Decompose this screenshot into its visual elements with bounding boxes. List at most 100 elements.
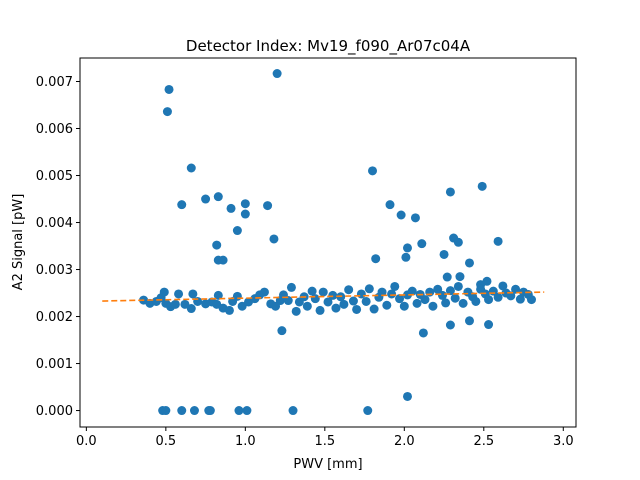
data-point (212, 240, 222, 250)
data-point (331, 303, 341, 313)
data-point (368, 166, 378, 176)
data-point (177, 200, 187, 210)
x-tick-label: 2.0 (394, 434, 415, 449)
data-point (277, 326, 287, 336)
data-point (348, 296, 358, 306)
data-point (420, 295, 430, 305)
x-tick-label: 3.0 (553, 434, 574, 449)
data-point (482, 276, 492, 286)
data-point (484, 295, 494, 305)
data-point (201, 194, 211, 204)
data-point (170, 299, 180, 309)
data-point (213, 290, 223, 300)
data-point (205, 406, 215, 416)
data-point (396, 210, 406, 220)
data-point (412, 298, 422, 308)
data-point (286, 282, 296, 292)
data-point (291, 306, 301, 316)
data-point (263, 201, 273, 211)
y-tick-label: 0.004 (36, 216, 73, 231)
data-point (224, 305, 234, 315)
data-point (402, 243, 412, 253)
data-point (385, 200, 395, 210)
data-point (177, 406, 187, 416)
data-point (180, 299, 190, 309)
data-point (464, 258, 474, 268)
data-point (161, 406, 171, 416)
data-point (515, 294, 525, 304)
y-tick-label: 0.005 (36, 169, 73, 184)
data-point (283, 296, 293, 306)
y-tick-label: 0.002 (36, 310, 73, 325)
data-point (441, 298, 451, 308)
data-point (458, 298, 468, 308)
data-point (442, 272, 452, 282)
data-point (328, 290, 338, 300)
data-point (453, 237, 463, 247)
data-point (498, 281, 508, 291)
x-tick-label: 0.0 (76, 434, 97, 449)
data-point (387, 289, 397, 299)
y-tick-label: 0.003 (36, 263, 73, 278)
y-tick-label: 0.000 (36, 404, 73, 419)
data-point (188, 289, 198, 299)
data-point (240, 199, 250, 209)
data-point (364, 284, 374, 294)
data-point (307, 286, 317, 296)
data-point (395, 294, 405, 304)
data-point (159, 287, 169, 297)
chart-title: Detector Index: Mv19_f090_Ar07c04A (186, 37, 471, 56)
data-point (315, 305, 325, 315)
data-point (493, 292, 503, 302)
data-point (445, 286, 455, 296)
data-point (226, 203, 236, 213)
data-point (269, 234, 279, 244)
data-point (232, 226, 242, 236)
data-point (433, 284, 443, 294)
y-axis-label: A2 Signal [pW] (11, 194, 26, 291)
data-point (401, 252, 411, 262)
data-point (162, 107, 172, 117)
data-point (382, 300, 392, 310)
data-point (445, 320, 455, 330)
data-point (352, 304, 362, 314)
x-tick-label: 1.5 (314, 434, 335, 449)
x-tick-label: 2.5 (473, 434, 494, 449)
data-point (484, 320, 494, 330)
data-point (242, 406, 252, 416)
data-point (323, 297, 333, 307)
data-point (477, 181, 487, 191)
data-point (318, 287, 328, 297)
data-point (417, 239, 427, 249)
x-axis-label: PWV [mm] (293, 457, 362, 472)
data-point (410, 213, 420, 223)
y-tick-label: 0.001 (36, 357, 73, 372)
data-point (455, 272, 465, 282)
data-point (237, 301, 247, 311)
data-point (377, 287, 387, 297)
data-point (437, 290, 447, 300)
data-point (445, 187, 455, 197)
fit-line (102, 291, 545, 302)
data-point (302, 301, 312, 311)
data-point (356, 289, 366, 299)
data-point (402, 391, 412, 401)
data-point (259, 287, 269, 297)
data-point (240, 209, 250, 219)
data-point (428, 301, 438, 311)
y-tick-label: 0.007 (36, 75, 73, 90)
data-point (361, 296, 371, 306)
data-point (288, 406, 298, 416)
y-tick-label: 0.006 (36, 122, 73, 137)
data-point (399, 301, 409, 311)
data-point (363, 406, 373, 416)
ticks-layer: 0.0 0.5 1.0 1.5 2.0 2.5 3.0 0.000 0.001 0.002 0.00… (36, 75, 574, 449)
data-point (450, 293, 460, 303)
data-point (407, 286, 417, 296)
data-point (232, 291, 242, 301)
data-point (418, 328, 428, 338)
data-point (471, 296, 481, 306)
data-point (344, 285, 354, 295)
